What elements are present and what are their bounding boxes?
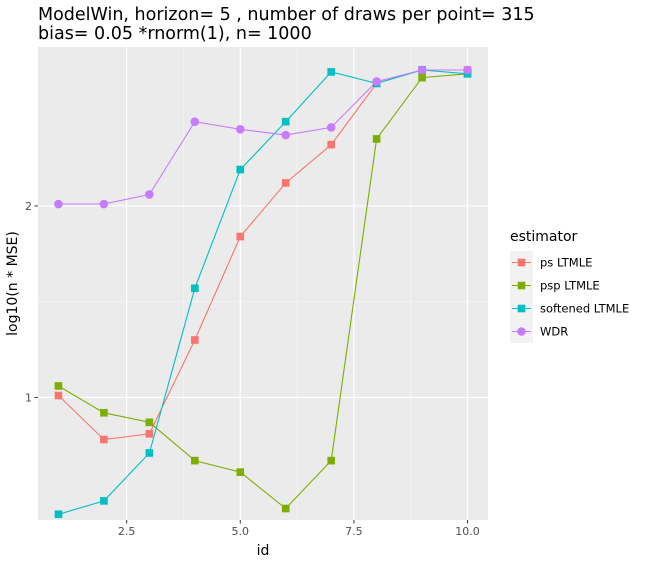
data-point bbox=[54, 382, 63, 390]
tick-labels: 2.5 5.0 7.5 10.0 1 2 bbox=[25, 200, 480, 538]
data-point bbox=[54, 199, 63, 209]
data-point bbox=[326, 123, 336, 132]
series-points bbox=[54, 65, 472, 519]
data-point bbox=[100, 435, 108, 444]
series-lines bbox=[58, 69, 468, 515]
data-point bbox=[191, 284, 199, 293]
data-point bbox=[235, 125, 245, 134]
axis-ticks bbox=[34, 205, 469, 524]
legend-label: psp LTMLE bbox=[540, 279, 600, 293]
data-point bbox=[145, 418, 154, 427]
data-point bbox=[327, 68, 335, 76]
series-line-1 bbox=[58, 73, 468, 510]
data-point bbox=[327, 140, 335, 149]
data-point bbox=[100, 497, 108, 505]
legend-key-point bbox=[517, 304, 526, 313]
y-tick-label: 2 bbox=[25, 200, 32, 213]
series-line-2 bbox=[58, 69, 468, 515]
data-point bbox=[145, 190, 154, 199]
data-point bbox=[54, 391, 63, 400]
legend-title: estimator bbox=[510, 229, 578, 245]
y-tick-label: 1 bbox=[25, 391, 32, 404]
legend-label: ps LTMLE bbox=[540, 256, 592, 270]
data-point bbox=[100, 408, 108, 417]
chart-subtitle: bias= 0.05 *rnorm(1), n= 1000 bbox=[38, 24, 312, 44]
chart-title: ModelWin, horizon= 5 , number of draws p… bbox=[38, 5, 535, 25]
x-axis-title: id bbox=[257, 543, 270, 559]
data-point bbox=[236, 468, 245, 476]
data-point bbox=[191, 456, 199, 465]
minor-gridlines bbox=[38, 47, 488, 520]
data-point bbox=[145, 430, 154, 438]
legend-key-point bbox=[517, 258, 526, 267]
data-point bbox=[236, 232, 245, 241]
legend: estimator ps LTMLE psp LTMLE softened LTML… bbox=[510, 229, 629, 343]
x-tick-label: 10.0 bbox=[455, 525, 480, 538]
legend-label: WDR bbox=[540, 325, 568, 339]
data-point bbox=[236, 165, 245, 174]
data-point bbox=[281, 504, 290, 513]
data-point bbox=[191, 336, 199, 344]
data-point bbox=[145, 449, 154, 457]
data-point bbox=[372, 77, 381, 86]
data-point bbox=[281, 179, 290, 187]
x-tick-label: 7.5 bbox=[345, 525, 363, 538]
data-point bbox=[463, 65, 472, 75]
data-point bbox=[190, 117, 200, 126]
data-point bbox=[281, 130, 291, 140]
data-point bbox=[54, 510, 63, 519]
series-line-3 bbox=[58, 69, 468, 205]
data-point bbox=[417, 65, 427, 75]
legend-key-point bbox=[517, 281, 526, 290]
y-axis-title: log10(n * MSE) bbox=[5, 231, 21, 336]
data-point bbox=[99, 199, 109, 209]
data-point bbox=[418, 73, 426, 82]
legend-key-point bbox=[517, 327, 526, 336]
data-point bbox=[281, 117, 290, 126]
plot-panel bbox=[38, 47, 488, 520]
x-tick-label: 5.0 bbox=[232, 525, 250, 538]
x-tick-label: 2.5 bbox=[118, 525, 136, 538]
data-point bbox=[327, 456, 335, 465]
data-point bbox=[372, 135, 381, 143]
legend-label: softened LTMLE bbox=[540, 302, 629, 316]
